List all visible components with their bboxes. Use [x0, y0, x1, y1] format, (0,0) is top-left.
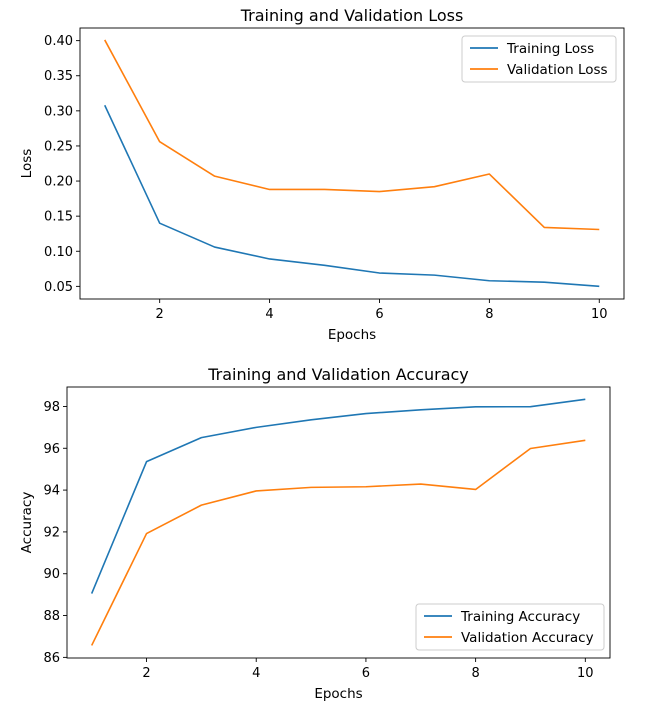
legend: Training Loss Validation Loss	[461, 35, 617, 83]
series-line-validation-loss	[104, 39, 600, 231]
x-tick-label: 8	[471, 666, 479, 681]
legend-label: Validation Loss	[507, 62, 608, 78]
y-axis-label: Accuracy	[19, 492, 35, 554]
x-axis-label: Epochs	[314, 686, 362, 702]
y-axis-label: Loss	[19, 149, 35, 179]
y-tick-label: 98	[43, 400, 60, 415]
legend: Training Accuracy Validation Accuracy	[415, 603, 605, 651]
x-tick-label: 6	[362, 666, 370, 681]
y-tick-label: 96	[43, 442, 60, 457]
x-tick-label: 4	[252, 666, 260, 681]
legend-box	[415, 603, 605, 651]
x-tick-label: 2	[142, 666, 150, 681]
chart-title: Training and Validation Accuracy	[207, 365, 469, 384]
y-tick-label: 0.10	[44, 245, 73, 260]
x-tick-label: 8	[485, 307, 493, 322]
chart-2: Training and Validation Accuracy 2 4 6 8 10 86…	[19, 365, 611, 702]
plot-frame	[66, 386, 611, 659]
x-tick-label: 4	[265, 307, 273, 322]
series-line-training-accuracy	[90, 398, 586, 594]
legend-label: Training Loss	[506, 41, 594, 57]
y-tick-label: 92	[43, 525, 60, 540]
series-line-training-loss	[104, 104, 600, 288]
y-tick-label: 88	[43, 609, 60, 624]
x-tick-label: 10	[577, 666, 594, 681]
plot-frame	[79, 27, 625, 300]
x-axis-label: Epochs	[328, 327, 376, 343]
y-tick-label: 0.40	[44, 34, 73, 49]
x-tick-label: 10	[591, 307, 608, 322]
legend-box	[461, 35, 617, 83]
y-tick-label: 94	[43, 484, 60, 499]
chart-1: Training and Validation Loss 2 4 6 8 10 0.05 0.…	[19, 6, 625, 343]
series-line-validation-accuracy	[90, 439, 586, 646]
y-tick-label: 90	[43, 567, 60, 582]
chart-title: Training and Validation Loss	[240, 6, 464, 25]
legend-label: Training Accuracy	[460, 609, 580, 625]
y-tick-label: 86	[43, 651, 60, 666]
y-tick-label: 0.20	[44, 175, 73, 190]
y-tick-label: 0.15	[44, 210, 73, 225]
y-tick-label: 0.30	[44, 104, 73, 119]
y-tick-label: 0.25	[44, 139, 73, 154]
y-tick-label: 0.35	[44, 69, 73, 84]
x-tick-label: 6	[375, 307, 383, 322]
y-tick-label: 0.05	[44, 280, 73, 295]
x-tick-label: 2	[156, 307, 164, 322]
legend-label: Validation Accuracy	[461, 630, 594, 646]
